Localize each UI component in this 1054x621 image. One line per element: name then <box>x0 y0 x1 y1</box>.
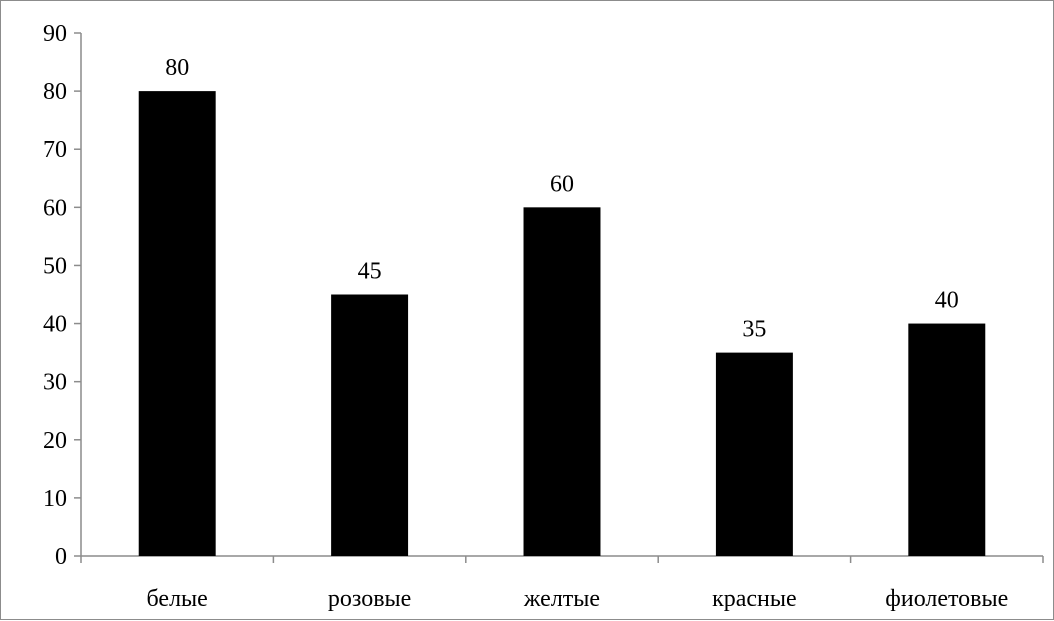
bar-2 <box>331 294 409 556</box>
y-tick-label: 0 <box>55 544 67 570</box>
y-tick-label: 30 <box>43 370 67 396</box>
data-label: 35 <box>742 317 766 343</box>
bar-5 <box>908 323 986 556</box>
y-tick-label: 90 <box>43 21 67 47</box>
bar-1 <box>138 91 216 556</box>
bar-4 <box>715 352 793 556</box>
y-tick-label: 10 <box>43 486 67 512</box>
x-category-label: белые <box>147 586 208 612</box>
data-label: 40 <box>935 288 959 314</box>
y-tick-label: 50 <box>43 253 67 279</box>
x-category-label: желтые <box>523 586 600 612</box>
x-category-label: розовые <box>328 586 411 612</box>
y-tick-label: 40 <box>43 312 67 338</box>
x-category-label: фиолетовые <box>885 586 1008 612</box>
x-axis: белые розовые желтые красные фиолетовые <box>80 555 1044 612</box>
data-label: 60 <box>550 171 574 197</box>
data-label: 45 <box>358 259 382 285</box>
data-labels: 80 45 60 35 40 <box>165 55 959 343</box>
bar-3 <box>523 207 601 557</box>
y-tick-label: 20 <box>43 428 67 454</box>
data-label: 80 <box>165 55 189 81</box>
y-axis: 0 10 20 30 40 50 60 70 80 90 <box>43 21 82 570</box>
y-tick-label: 60 <box>43 195 67 221</box>
y-tick-label: 70 <box>43 137 67 163</box>
x-category-label: красные <box>712 586 797 612</box>
y-tick-label: 80 <box>43 79 67 105</box>
bars <box>138 91 986 557</box>
